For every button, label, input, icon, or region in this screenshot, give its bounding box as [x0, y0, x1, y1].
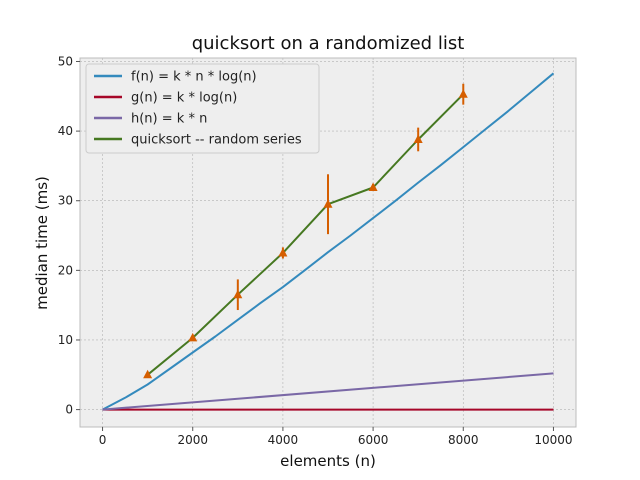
x-tick-label: 0 — [99, 433, 107, 447]
y-tick-label: 0 — [65, 403, 73, 417]
series-line-0 — [102, 72, 555, 411]
y-axis-ticks: 0 10 20 30 40 50 — [58, 54, 80, 417]
y-axis-label: median time (ms) — [33, 176, 51, 310]
data-point-marker — [233, 289, 243, 299]
x-tick-label: 10000 — [534, 433, 572, 447]
data-point-marker — [323, 199, 333, 208]
x-tick-label: 4000 — [268, 433, 299, 447]
series-lines — [102, 72, 555, 411]
legend-box — [85, 63, 320, 154]
x-axis-ticks: 0 2000 4000 6000 8000 10000 — [99, 427, 573, 447]
data-point-marker — [458, 89, 468, 98]
data-point-marker — [413, 134, 423, 143]
y-tick-label: 20 — [58, 263, 73, 277]
legend-label-0: f(n) = k * n * log(n) — [131, 70, 257, 85]
data-point-marker — [143, 369, 153, 379]
x-tick-label: 2000 — [177, 433, 208, 447]
legend-label-3: quicksort -- random series — [131, 133, 302, 148]
y-tick-label: 10 — [58, 333, 73, 347]
legend-label-1: g(n) = k * log(n) — [131, 91, 237, 106]
data-point-marker — [368, 182, 378, 191]
y-tick-label: 40 — [58, 124, 73, 138]
chart-title: quicksort on a randomized list — [192, 33, 465, 54]
legend-label-2: h(n) = k * n — [131, 112, 207, 127]
y-tick-label: 50 — [58, 54, 73, 68]
x-axis-label: elements (n) — [280, 452, 376, 470]
series-line-3 — [146, 93, 465, 376]
data-point-marker — [188, 332, 198, 342]
x-tick-label: 8000 — [448, 433, 479, 447]
x-tick-label: 6000 — [358, 433, 389, 447]
legend: f(n) = k * n * log(n) g(n) = k * log(n) h(… — [85, 63, 320, 154]
markers — [143, 89, 468, 379]
y-tick-label: 30 — [58, 194, 73, 208]
series-line-2 — [102, 372, 554, 411]
legend-entries: f(n) = k * n * log(n) g(n) = k * log(n) h(… — [94, 70, 302, 148]
data-point-marker — [278, 247, 288, 257]
plot-frame — [79, 57, 577, 428]
